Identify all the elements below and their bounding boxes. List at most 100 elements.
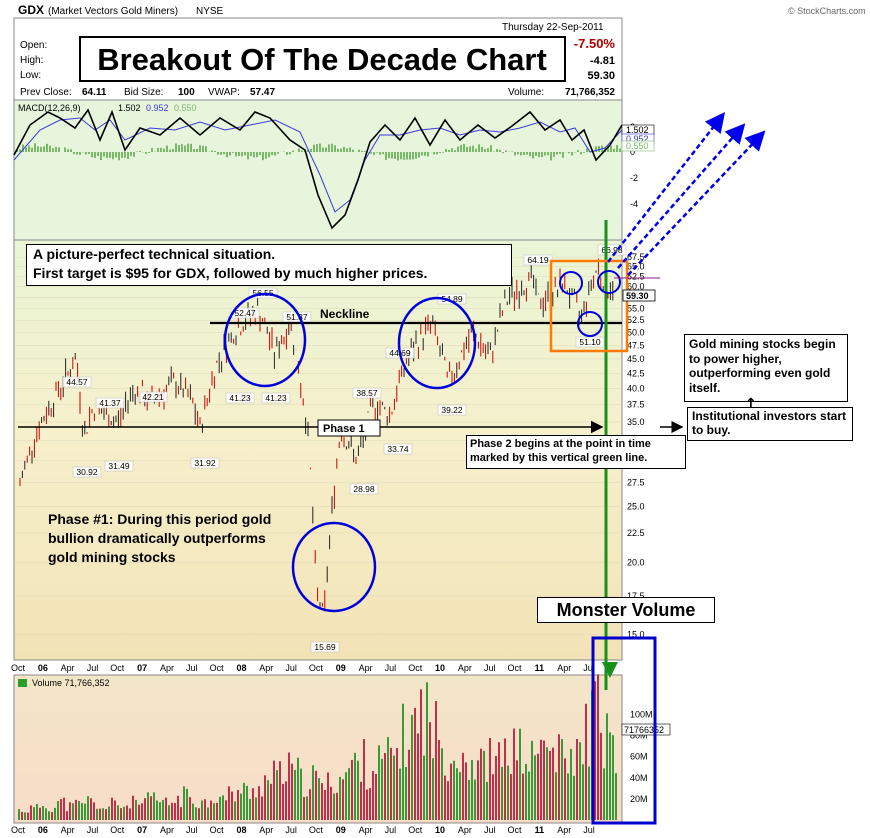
volume-bar bbox=[426, 682, 428, 820]
volume-bar bbox=[222, 795, 224, 820]
volume-bar bbox=[420, 689, 422, 820]
macd-histogram-bar bbox=[172, 149, 174, 152]
macd-histogram-bar bbox=[127, 152, 129, 159]
volume-bar bbox=[123, 806, 125, 820]
macd-histogram-bar bbox=[388, 152, 390, 159]
volume-bar bbox=[210, 800, 212, 820]
volume-bar bbox=[21, 811, 23, 820]
price-annotation-label: 41.37 bbox=[99, 398, 121, 408]
macd-histogram-bar bbox=[457, 146, 459, 152]
macd-histogram-bar bbox=[241, 152, 243, 157]
volume-bar bbox=[141, 803, 143, 820]
price-tick-label: 42.5 bbox=[627, 368, 645, 378]
price-annotation-label: 39.22 bbox=[441, 405, 463, 415]
volume-bar bbox=[135, 799, 137, 820]
volume-bar bbox=[543, 740, 545, 820]
volume-bar bbox=[162, 800, 164, 820]
volume-bar bbox=[228, 786, 230, 820]
macd-histogram-bar bbox=[373, 152, 375, 155]
volume-bar bbox=[486, 781, 488, 820]
volume-bar bbox=[363, 739, 365, 820]
volume-right-label: 71766352 bbox=[624, 725, 664, 735]
volume-bar bbox=[597, 674, 599, 820]
date-tick-label: Apr bbox=[61, 663, 75, 673]
volume-bar bbox=[549, 750, 551, 820]
macd-histogram-bar bbox=[487, 148, 489, 152]
volume-bar bbox=[39, 807, 41, 820]
macd-histogram-bar bbox=[124, 152, 126, 158]
macd-tick-label: -4 bbox=[630, 199, 638, 209]
macd-histogram-bar bbox=[166, 145, 168, 152]
volume-bar bbox=[216, 802, 218, 820]
volume-tick-label: 20M bbox=[630, 794, 648, 804]
macd-histogram-bar bbox=[256, 152, 258, 158]
volume-bar bbox=[393, 755, 395, 820]
price-tick-label: 50.0 bbox=[627, 327, 645, 337]
macd-histogram-bar bbox=[115, 152, 117, 158]
price-tick-label: 40.0 bbox=[627, 383, 645, 393]
volume-bar bbox=[588, 766, 590, 820]
macd-right-label-3: 0.550 bbox=[626, 141, 649, 151]
macd-histogram-bar bbox=[160, 147, 162, 152]
macd-histogram-bar bbox=[559, 152, 561, 154]
volume-bar bbox=[84, 803, 86, 820]
macd-histogram-bar bbox=[22, 144, 24, 152]
volume-bar bbox=[252, 788, 254, 820]
date-tick-label: Jul bbox=[87, 663, 99, 673]
volume-bar bbox=[66, 811, 68, 820]
volume-bar bbox=[111, 797, 113, 820]
macd-histogram-bar bbox=[343, 146, 345, 152]
circle-2010-top bbox=[397, 296, 477, 390]
top-note-box: A picture-perfect technical situation. F… bbox=[26, 244, 512, 286]
volume-bar bbox=[570, 748, 572, 820]
volume-bar bbox=[423, 755, 425, 820]
macd-histogram-bar bbox=[475, 148, 477, 152]
circle-2011-b bbox=[577, 311, 603, 337]
macd-histogram-bar bbox=[481, 146, 483, 152]
macd-histogram-bar bbox=[595, 146, 597, 152]
volume-bar bbox=[168, 805, 170, 820]
price-annotation-label: 41.23 bbox=[229, 393, 251, 403]
price-tick-label: 45.0 bbox=[627, 354, 645, 364]
macd-histogram-bar bbox=[376, 152, 378, 153]
date-label: Thursday 22-Sep-2011 bbox=[502, 22, 604, 33]
volume-bar bbox=[381, 758, 383, 820]
volume-bar bbox=[396, 748, 398, 820]
macd-histogram-bar bbox=[586, 148, 588, 152]
macd-histogram-bar bbox=[226, 152, 228, 158]
macd-histogram-bar bbox=[580, 152, 582, 155]
macd-histogram-bar bbox=[73, 152, 75, 155]
macd-histogram-bar bbox=[232, 152, 234, 153]
macd-histogram-bar bbox=[529, 152, 531, 157]
volume-panel-label: Volume 71,766,352 bbox=[32, 678, 110, 688]
volume-bar bbox=[390, 747, 392, 820]
macd-histogram-bar bbox=[40, 146, 42, 152]
price-annotation-box bbox=[190, 457, 220, 469]
macd-histogram-bar bbox=[205, 146, 207, 152]
volume-bar bbox=[387, 737, 389, 820]
projection-arrow-3 bbox=[627, 130, 766, 276]
price-tick-label: 37.5 bbox=[627, 400, 645, 410]
volume-bar bbox=[138, 804, 140, 820]
date-tick-label: Oct bbox=[11, 825, 26, 835]
volume-bar bbox=[30, 805, 32, 820]
price-annotation-box bbox=[225, 392, 255, 404]
volume-panel: Volume 71,766,352 100M 80M 60M 40M 20M 71766… bbox=[11, 674, 671, 835]
macd-line bbox=[13, 108, 623, 230]
price-tick-label: 20.0 bbox=[627, 557, 645, 567]
price-annotation-label: 33.74 bbox=[387, 444, 409, 454]
macd-histogram-bar bbox=[235, 152, 237, 157]
date-tick-label: Jul bbox=[484, 825, 496, 835]
price-annotation-label: 42.21 bbox=[142, 392, 164, 402]
macd-histogram-bar bbox=[268, 152, 270, 158]
volume-bar bbox=[552, 747, 554, 820]
date-tick-label: Oct bbox=[110, 825, 125, 835]
volume-bar bbox=[558, 734, 560, 820]
macd-histogram-bar bbox=[568, 152, 570, 154]
macd-histogram-bar bbox=[484, 149, 486, 152]
volume-bar bbox=[495, 755, 497, 820]
macd-histogram-bar bbox=[184, 145, 186, 152]
price-tick-label: 60.0 bbox=[627, 282, 645, 292]
macd-histogram-bar bbox=[46, 143, 48, 152]
open-label: Open: bbox=[20, 40, 47, 51]
